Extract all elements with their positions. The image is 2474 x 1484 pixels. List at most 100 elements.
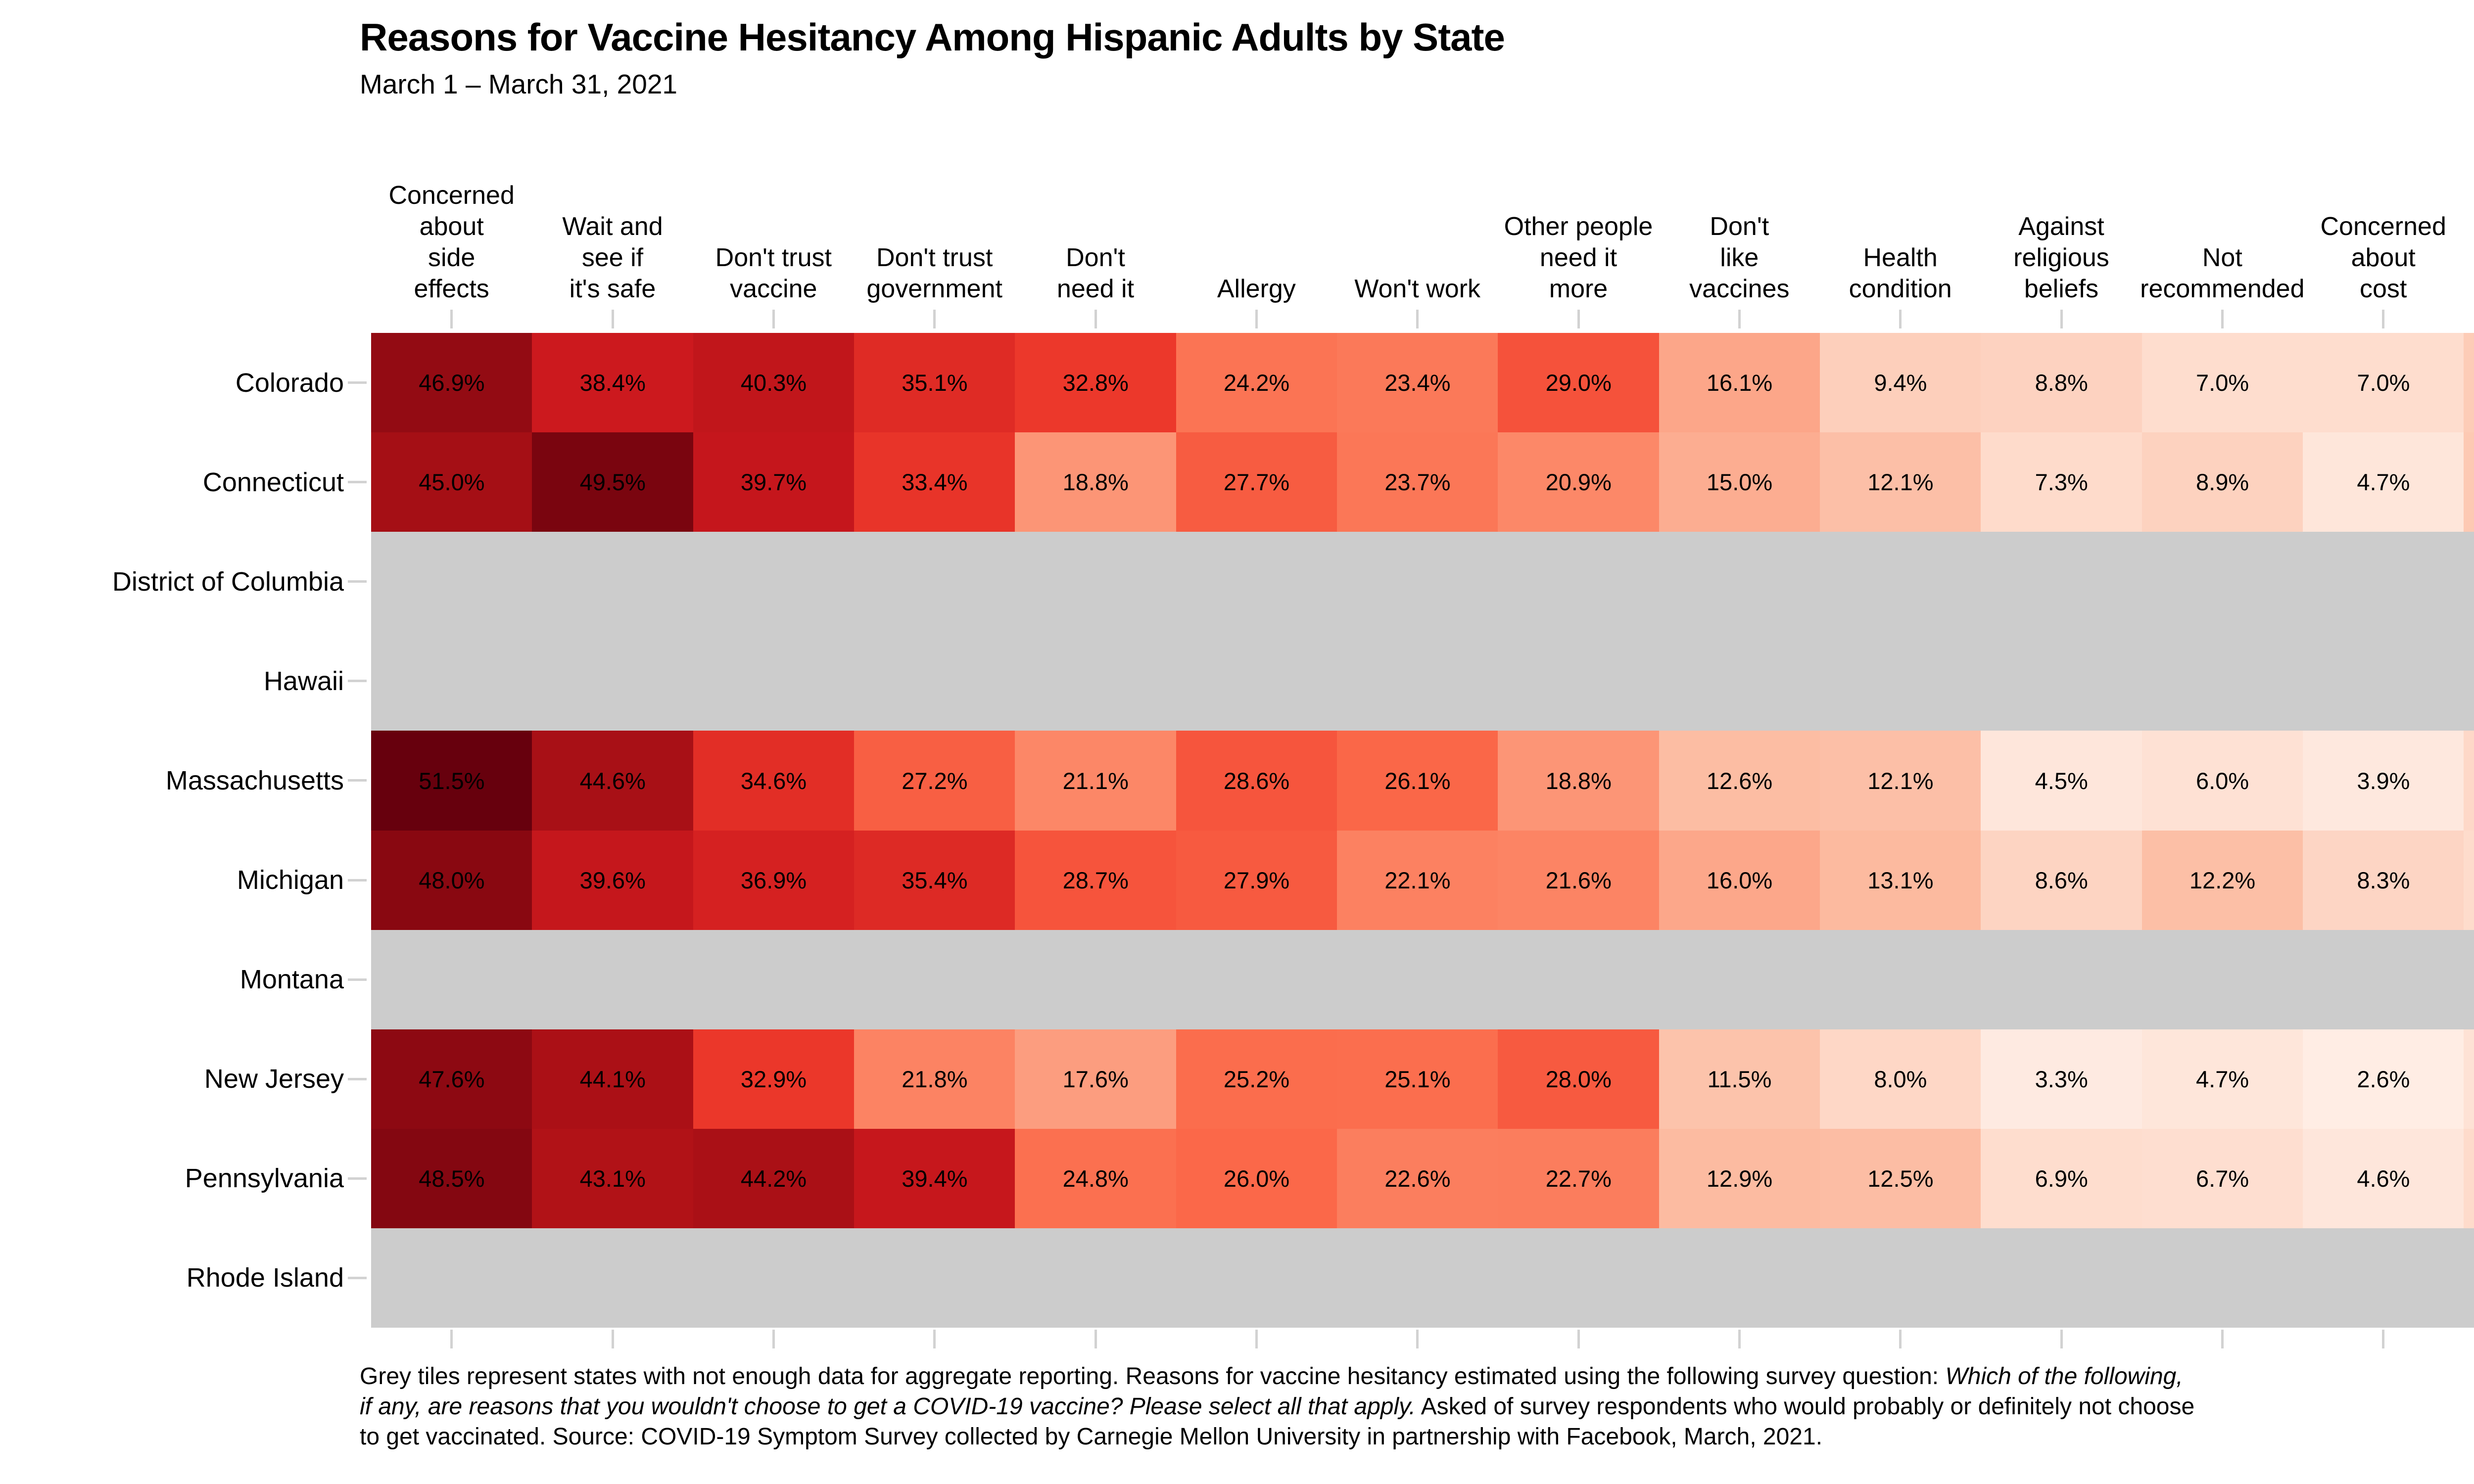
cell-value: 44.6%: [579, 767, 646, 794]
cell-value: 23.7%: [1384, 469, 1451, 496]
heatmap-cell: 39.4%: [854, 1128, 1015, 1229]
heatmap-cell: 25.1%: [1337, 1029, 1498, 1129]
x-axis-tick-top: [611, 310, 614, 328]
y-axis-tick-left: [348, 1077, 367, 1080]
footnote-survey-question-part2: if any, are reasons that you wouldn't ch…: [360, 1393, 1416, 1420]
column-header-12: Not recommended: [2140, 243, 2305, 303]
cell-value: 12.1%: [1867, 767, 1934, 794]
cell-value: 43.1%: [579, 1165, 646, 1192]
cell-value: 6.0%: [2196, 767, 2249, 794]
heatmap-cell: 47.6%: [371, 1029, 532, 1129]
cell-value: 46.9%: [419, 370, 485, 396]
cell-value: 51.5%: [419, 767, 485, 794]
heatmap-cell: 21.6%: [1498, 830, 1660, 930]
cell-value: 8.3%: [2357, 867, 2410, 893]
heatmap-cell: 4.6%: [2303, 1128, 2464, 1229]
cell-value: 44.2%: [740, 1165, 807, 1192]
footnote-line-3: to get vaccinated. Source: COVID-19 Symp…: [360, 1422, 2194, 1452]
heatmap-cell: 28.6%: [1176, 731, 1337, 831]
cell-value: 3.3%: [2035, 1066, 2088, 1092]
cell-value: 8.8%: [2035, 370, 2088, 396]
heatmap-cell: 7.3%: [1981, 432, 2142, 532]
column-header-9: Don't like vaccines: [1689, 212, 1790, 303]
heatmap-cell: 23.4%: [1337, 333, 1498, 433]
heatmap-cell: 44.2%: [693, 1128, 855, 1229]
footnote-line-1: Grey tiles represent states with not eno…: [360, 1361, 2194, 1391]
column-header-3: Don't trust vaccine: [715, 243, 832, 303]
heatmap-cell: 27.9%: [1176, 830, 1337, 930]
heatmap-cell: 7.8%: [2464, 731, 2474, 831]
heatmap-cell: 10.0%: [2464, 333, 2474, 433]
heatmap-cell: 17.6%: [1015, 1029, 1177, 1129]
cell-value: 4.6%: [2357, 1165, 2410, 1192]
heatmap-cell: 6.0%: [2141, 731, 2303, 831]
y-axis-tick-left: [348, 1177, 367, 1180]
cell-value: 21.6%: [1545, 867, 1612, 893]
heatmap-cell: 16.0%: [1659, 830, 1820, 930]
heatmap-cell: 12.1%: [1820, 731, 1981, 831]
heatmap-cell: 40.3%: [693, 333, 855, 433]
column-header-10: Health condition: [1849, 243, 1952, 303]
x-axis-tick-bottom: [1094, 1330, 1097, 1348]
y-axis-tick-left: [348, 978, 367, 981]
cell-value: 27.2%: [902, 767, 968, 794]
row-label-connecticut: Connecticut: [202, 467, 344, 497]
column-header-7: Won't work: [1354, 275, 1480, 303]
cell-value: 27.9%: [1223, 867, 1290, 893]
heatmap-cell: 39.7%: [693, 432, 855, 532]
cell-value: 22.7%: [1545, 1165, 1612, 1192]
heatmap-cell: 4.7%: [2141, 1029, 2303, 1129]
heatmap-cell: 7.0%: [2303, 333, 2464, 433]
cell-value: 18.8%: [1545, 767, 1612, 794]
cell-value: 29.0%: [1545, 370, 1612, 396]
heatmap-cell: 51.5%: [371, 731, 532, 831]
heatmap-cell: 16.1%: [1659, 333, 1820, 433]
x-axis-tick-top: [933, 310, 936, 328]
cell-value: 12.5%: [1867, 1165, 1934, 1192]
footnote-text: Grey tiles represent states with not eno…: [360, 1363, 1946, 1390]
heatmap-cell: 21.8%: [854, 1029, 1015, 1129]
cell-value: 44.1%: [579, 1066, 646, 1092]
heatmap-cell: 24.8%: [1015, 1128, 1177, 1229]
cell-value: 4.7%: [2357, 469, 2410, 496]
heatmap-cell: 35.1%: [854, 333, 1015, 433]
cell-value: 25.1%: [1384, 1066, 1451, 1092]
heatmap-cell: 2.6%: [2303, 1029, 2464, 1129]
cell-value: 38.4%: [579, 370, 646, 396]
cell-value: 22.1%: [1384, 867, 1451, 893]
heatmap-cell: 43.1%: [532, 1128, 694, 1229]
x-axis-tick-top: [1416, 310, 1419, 328]
heatmap-cell: 26.1%: [1337, 731, 1498, 831]
heatmap-cell: 8.8%: [1981, 333, 2142, 433]
column-header-1: Concerned about side effects: [388, 181, 515, 303]
cell-value: 45.0%: [419, 469, 485, 496]
heatmap-cell: 32.9%: [693, 1029, 855, 1129]
cell-value: 26.0%: [1223, 1165, 1290, 1192]
y-axis-tick-left: [348, 381, 367, 384]
cell-value: 35.1%: [902, 370, 968, 396]
y-axis-tick-left: [348, 481, 367, 484]
cell-value: 6.7%: [2196, 1165, 2249, 1192]
cell-value: 24.8%: [1062, 1165, 1129, 1192]
cell-value: 21.8%: [902, 1066, 968, 1092]
heatmap-cell: 23.7%: [1337, 432, 1498, 532]
heatmap-cell: 38.4%: [532, 333, 694, 433]
cell-value: 11.5%: [1707, 1066, 1772, 1092]
y-axis-tick-left: [348, 1276, 367, 1279]
cell-value: 22.6%: [1384, 1165, 1451, 1192]
x-axis-tick-bottom: [1416, 1330, 1419, 1348]
cell-value: 48.0%: [419, 867, 485, 893]
x-axis-tick-bottom: [1738, 1330, 1741, 1348]
x-axis-tick-top: [2382, 310, 2385, 328]
footnote-line-2: if any, are reasons that you wouldn't ch…: [360, 1391, 2194, 1422]
heatmap-cell: 9.4%: [1820, 333, 1981, 433]
cell-value: 28.6%: [1223, 767, 1290, 794]
cell-value: 17.6%: [1062, 1066, 1129, 1092]
heatmap-cell: 45.0%: [371, 432, 532, 532]
row-label-massachusetts: Massachusetts: [165, 765, 344, 795]
cell-value: 28.0%: [1545, 1066, 1612, 1092]
cell-value: 13.1%: [1867, 867, 1934, 893]
heatmap-cell: 32.8%: [1015, 333, 1177, 433]
heatmap-cell: 48.0%: [371, 830, 532, 930]
